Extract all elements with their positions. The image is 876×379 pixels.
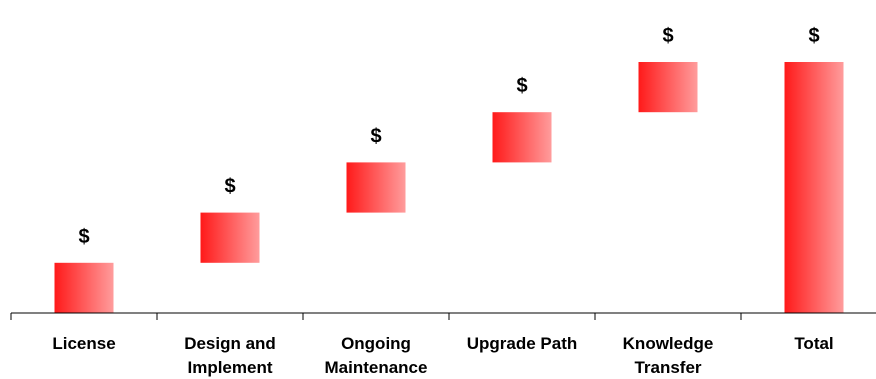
bar-knowledge-transfer	[638, 62, 698, 113]
tick-label-ongoing-maintenance: Ongoing Maintenance	[325, 334, 428, 377]
data-label: $	[516, 75, 527, 97]
data-label: $	[224, 176, 235, 198]
data-labels: $ $ $ $ $ $	[78, 25, 819, 248]
tick-label-knowledge-transfer: Knowledge Transfer	[623, 334, 714, 377]
bar-total	[784, 62, 844, 313]
data-label: $	[78, 226, 89, 248]
bars	[54, 62, 844, 313]
bar-ongoing-maintenance	[346, 162, 406, 213]
data-label: $	[370, 125, 381, 147]
tick-label-total: Total	[794, 334, 833, 353]
bar-license	[54, 262, 114, 313]
bar-design-and-implement	[200, 212, 260, 263]
x-axis	[10, 312, 876, 320]
data-label: $	[808, 25, 819, 47]
bar-upgrade-path	[492, 112, 552, 163]
data-label: $	[662, 25, 673, 47]
tick-label-design-and-implement: Design and Implement	[184, 334, 276, 377]
category-labels: License Design and Implement Ongoing Mainten…	[52, 334, 833, 377]
tick-label-upgrade-path: Upgrade Path	[467, 334, 578, 353]
tick-label-license: License	[52, 334, 115, 353]
